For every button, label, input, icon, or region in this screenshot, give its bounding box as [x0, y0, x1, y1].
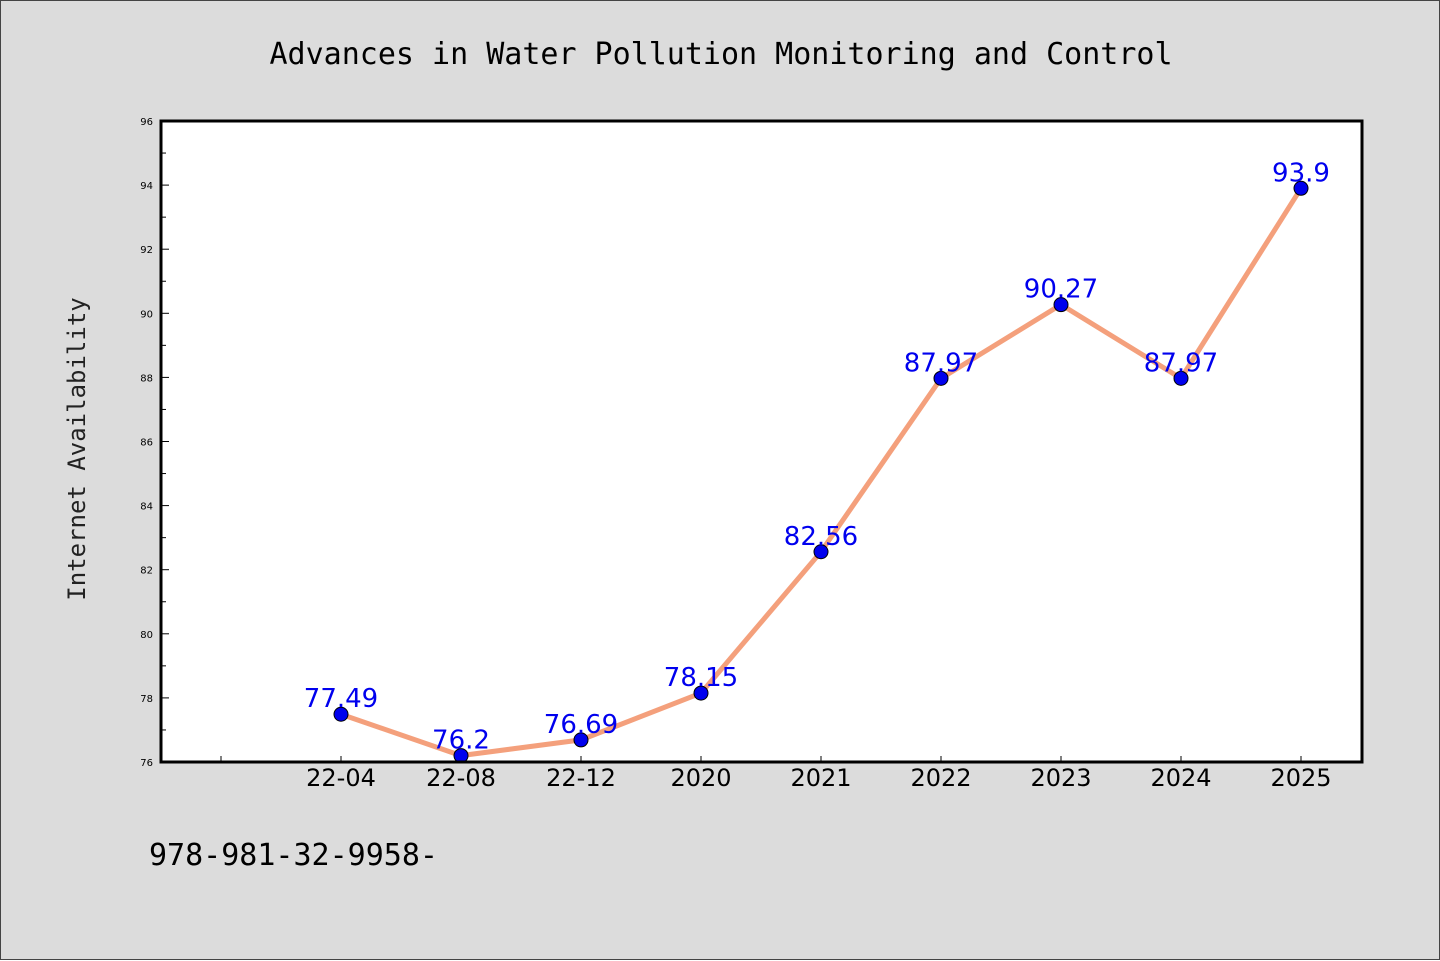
y-tick-label: 80	[140, 630, 153, 641]
data-label: 90.27	[1024, 275, 1098, 305]
data-label: 82.56	[784, 522, 858, 552]
y-tick-label: 82	[140, 566, 153, 577]
x-tick-label: 2022	[910, 764, 971, 792]
data-label: 78.15	[664, 663, 738, 693]
x-tick-label: 2021	[790, 764, 851, 792]
data-point-marker[interactable]	[813, 544, 829, 560]
y-axis-label: Internet Availability	[63, 297, 91, 600]
data-point-marker[interactable]	[693, 685, 709, 701]
plot-area	[161, 121, 1362, 762]
y-tick-label: 86	[140, 438, 153, 449]
data-point-marker[interactable]	[573, 732, 589, 748]
x-tick-label: 22-12	[546, 764, 616, 792]
x-axis-ticks: 22-04 22-08 22-12 2020 2021 2022 2023 2024 2025	[220, 756, 1332, 792]
data-label: 87.97	[904, 348, 978, 378]
data-label: 87.97	[1144, 348, 1218, 378]
y-axis-ticks: 76 78 80 82 84 86 88 90 92 94 96	[140, 117, 169, 769]
y-tick-label: 96	[140, 117, 153, 128]
y-tick-label: 84	[140, 502, 153, 513]
chart-title: Advances in Water Pollution Monitoring a…	[269, 37, 1172, 72]
y-tick-label: 88	[140, 373, 153, 384]
data-point-marker[interactable]	[1173, 370, 1189, 386]
data-point-marker[interactable]	[933, 370, 949, 386]
plot-frame	[159, 119, 1364, 764]
y-tick-label: 90	[140, 309, 153, 320]
x-tick-label: 2024	[1150, 764, 1211, 792]
data-point-marker[interactable]	[1053, 297, 1069, 313]
x-tick-label: 2020	[670, 764, 731, 792]
data-label: 93.9	[1272, 158, 1330, 188]
x-tick-label: 22-08	[426, 764, 496, 792]
data-point-marker[interactable]	[333, 706, 349, 722]
y-tick-label: 78	[140, 694, 153, 705]
x-tick-label: 2025	[1270, 764, 1331, 792]
data-point-marker[interactable]	[1293, 180, 1309, 196]
x-tick-label: 2023	[1030, 764, 1091, 792]
series-layer: 77.49 76.2 76.69 78.15 82.56 87.97 90.27 87.97 9…	[304, 158, 1330, 764]
data-label: 76.2	[432, 726, 490, 756]
y-tick-label: 92	[140, 245, 153, 256]
data-label: 76.69	[544, 710, 618, 740]
y-tick-label: 94	[140, 181, 153, 192]
x-tick-label: 22-04	[306, 764, 376, 792]
y-tick-label: 76	[140, 758, 153, 769]
data-label: 77.49	[304, 684, 378, 714]
footer-isbn-text: 978-981-32-9958-	[149, 838, 438, 873]
